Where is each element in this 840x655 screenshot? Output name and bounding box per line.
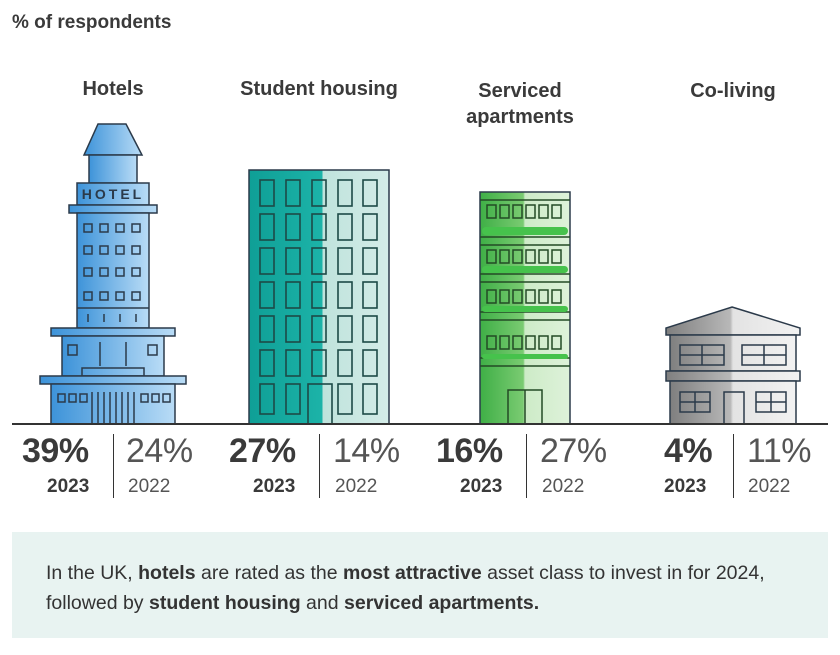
- hotel-sign: HOTEL: [82, 186, 144, 202]
- value-label-2022: 14%: [333, 432, 400, 470]
- value-label-2022: 24%: [126, 432, 193, 470]
- note-text: asset class to invest in for 2024, follo…: [46, 562, 765, 614]
- category-label-hotels: Hotels: [82, 78, 144, 100]
- category-label-student-housing: Student housing: [240, 78, 398, 100]
- co-living-house-icon: [665, 306, 801, 425]
- hotel-building-icon: HOTEL: [39, 123, 187, 425]
- value-label-2022: 27%: [540, 432, 607, 470]
- value-label-2023: 4%: [664, 432, 713, 470]
- stat-divider: [113, 434, 114, 498]
- note-highlight: student housing: [148, 592, 301, 614]
- axis-label: % of respondents: [12, 12, 172, 33]
- year-label-2022: 2022: [542, 476, 585, 497]
- year-label-2022: 2022: [748, 476, 791, 497]
- stat-divider: [733, 434, 734, 498]
- year-label-2022: 2022: [128, 476, 171, 497]
- note-text: In the UK,: [46, 562, 139, 584]
- value-label-2023: 27%: [229, 432, 296, 470]
- year-label-2023: 2023: [460, 476, 503, 497]
- value-label-2022: 11%: [747, 432, 812, 470]
- stat-student-housing: 27% 2023 14% 2022: [229, 432, 419, 502]
- year-label-2023: 2023: [253, 476, 296, 497]
- stat-co-living: 4% 2023 11% 2022: [664, 432, 834, 502]
- stat-serviced-apartments: 16% 2023 27% 2022: [436, 432, 626, 502]
- value-label-2023: 16%: [436, 432, 503, 470]
- chart-area: HOTEL: [12, 123, 828, 425]
- value-label-2023: 39%: [22, 432, 89, 470]
- note-highlight: hotels: [138, 562, 196, 584]
- stat-hotels: 39% 2023 24% 2022: [22, 432, 212, 502]
- year-label-2023: 2023: [47, 476, 90, 497]
- year-label-2022: 2022: [335, 476, 378, 497]
- note-text: and: [300, 592, 345, 614]
- serviced-apartments-building-icon: [479, 191, 571, 425]
- note-highlight: serviced apartments.: [344, 592, 540, 614]
- year-label-2023: 2023: [664, 476, 707, 497]
- category-label-serviced-apartments: Serviced apartments: [466, 80, 574, 128]
- note-text: are rated as the: [195, 562, 343, 584]
- summary-note: In the UK, hotels are rated as the most …: [12, 532, 828, 638]
- note-highlight: most attractive: [343, 562, 482, 584]
- stat-divider: [526, 434, 527, 498]
- stat-divider: [319, 434, 320, 498]
- category-label-co-living: Co-living: [690, 80, 776, 102]
- student-housing-building-icon: [248, 169, 390, 425]
